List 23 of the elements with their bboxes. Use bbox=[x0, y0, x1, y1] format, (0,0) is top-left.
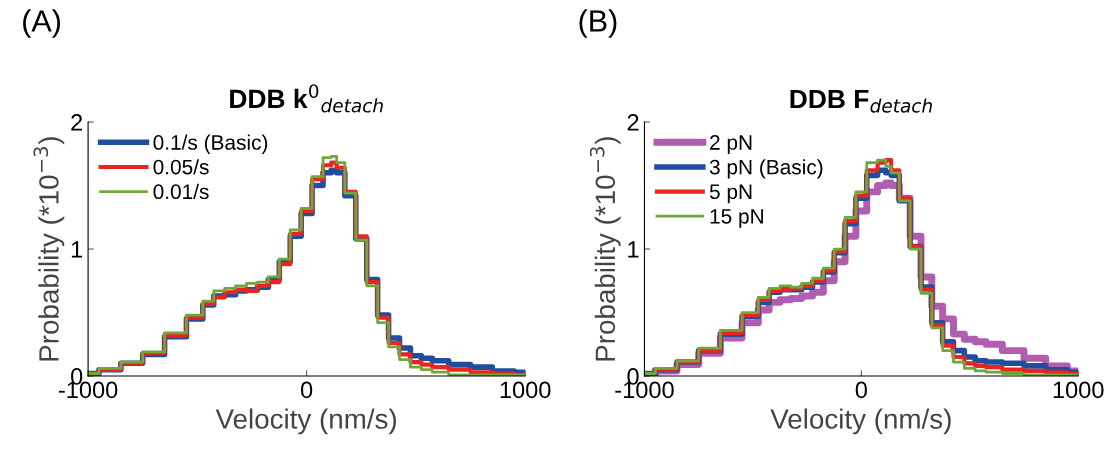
legend-label: 2 pN bbox=[710, 135, 752, 154]
chart-title: DDB k$^{0}$$_{detach}$ bbox=[230, 84, 383, 113]
legend-label: 0.01/s bbox=[153, 183, 209, 200]
x-tick-label: 0 bbox=[300, 381, 313, 399]
x-axis-title: Velocity (nm/s) bbox=[770, 408, 951, 435]
legend-label: 15 pN bbox=[710, 209, 763, 228]
legend-label: 0.05/s bbox=[153, 159, 209, 175]
y-axis-title: Probability (*10$^{−3}$) bbox=[589, 137, 621, 361]
y-tick-label: 2 bbox=[627, 114, 639, 131]
y-tick-label: 1 bbox=[71, 241, 83, 258]
y-tick-label: 1 bbox=[628, 241, 639, 258]
y-tick-label: 2 bbox=[71, 114, 83, 131]
x-tick-label: 1000 bbox=[500, 381, 551, 399]
text: (B) bbox=[579, 9, 617, 38]
text: (A) bbox=[23, 9, 61, 38]
x-tick-label: 1000 bbox=[1053, 381, 1104, 399]
chart-title: DDB F$_{detach}$ bbox=[790, 89, 932, 113]
legend-label: 0.1/s (Basic) bbox=[153, 134, 268, 154]
legend-label: 3 pN (Basic) bbox=[709, 159, 823, 179]
y-axis-title: Probability (*10$^{−3}$) bbox=[33, 137, 65, 361]
x-axis-title: Velocity (nm/s) bbox=[215, 408, 396, 435]
x-tick-label: 0 bbox=[855, 381, 867, 399]
legend-label: 5 pN bbox=[709, 184, 752, 204]
